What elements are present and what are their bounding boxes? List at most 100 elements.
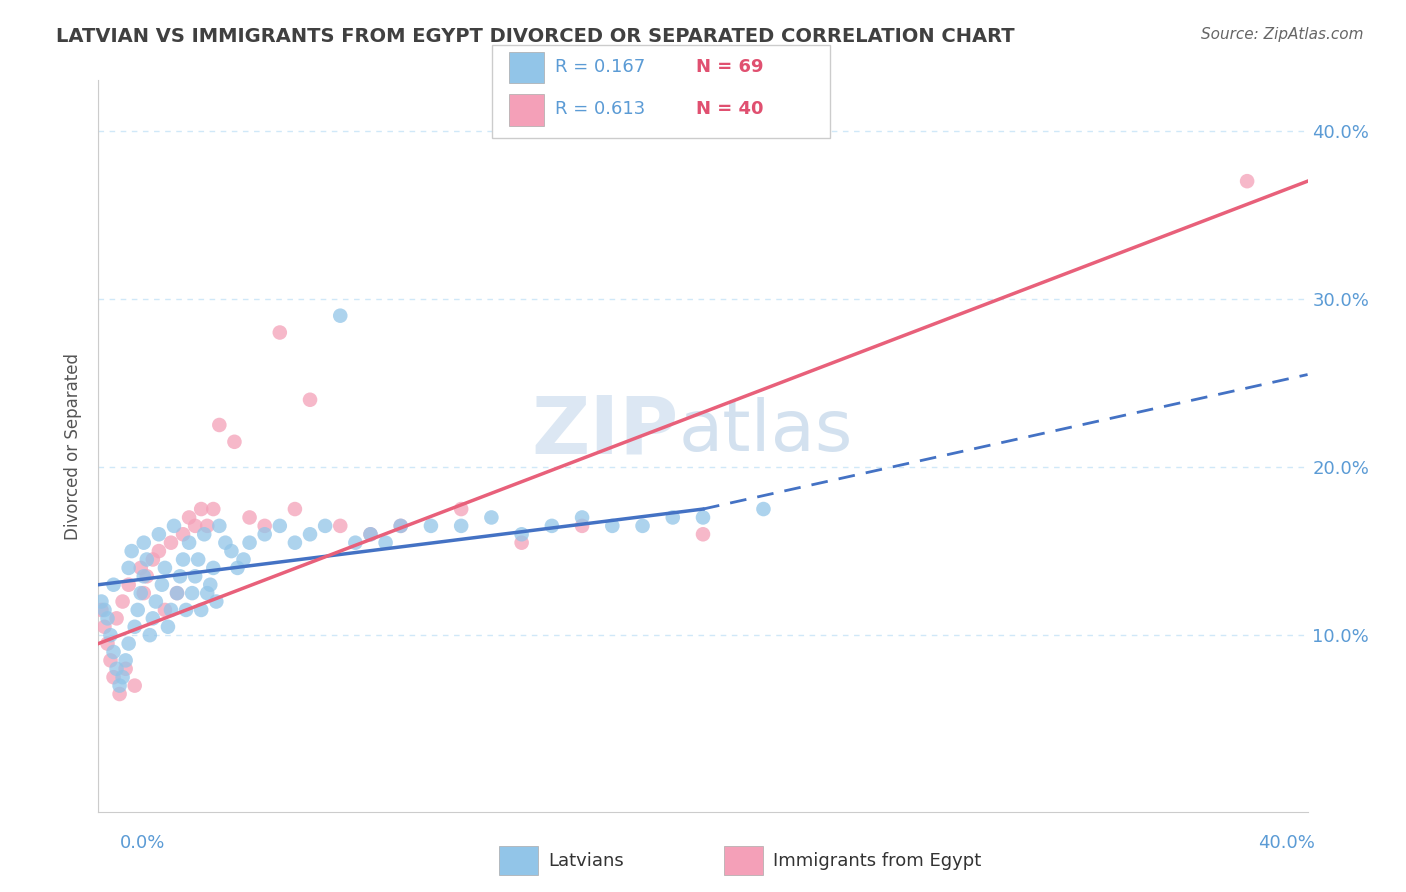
Text: LATVIAN VS IMMIGRANTS FROM EGYPT DIVORCED OR SEPARATED CORRELATION CHART: LATVIAN VS IMMIGRANTS FROM EGYPT DIVORCE… <box>56 27 1015 45</box>
Point <box>450 519 472 533</box>
Point <box>184 519 207 533</box>
Point <box>184 569 207 583</box>
Text: 0.0%: 0.0% <box>120 834 165 852</box>
Point <box>193 527 215 541</box>
Point <box>420 519 443 533</box>
Point <box>214 535 236 549</box>
Point <box>135 569 157 583</box>
Point <box>150 578 173 592</box>
Point <box>190 603 212 617</box>
Point <box>202 502 225 516</box>
Text: R = 0.167: R = 0.167 <box>555 58 645 77</box>
Point <box>269 519 291 533</box>
Point <box>160 603 183 617</box>
Point <box>208 417 231 432</box>
Point <box>172 527 194 541</box>
Point <box>1236 174 1258 188</box>
Point <box>105 611 128 625</box>
Point <box>571 510 593 524</box>
Point <box>90 603 112 617</box>
Point <box>314 519 336 533</box>
Point <box>450 502 472 516</box>
Point <box>111 594 134 608</box>
Point <box>602 519 624 533</box>
Text: Source: ZipAtlas.com: Source: ZipAtlas.com <box>1201 27 1364 42</box>
Point <box>90 594 112 608</box>
Point <box>129 586 152 600</box>
Point <box>540 519 562 533</box>
Point <box>253 519 276 533</box>
Point <box>360 527 382 541</box>
Point <box>124 679 146 693</box>
Point <box>169 569 191 583</box>
Point <box>344 535 367 549</box>
Point <box>103 578 125 592</box>
Point <box>148 527 170 541</box>
Point <box>232 552 254 566</box>
Point <box>105 662 128 676</box>
Point <box>752 502 775 516</box>
Point <box>93 620 115 634</box>
Point <box>100 628 122 642</box>
Point <box>239 535 262 549</box>
Point <box>571 519 593 533</box>
Point <box>160 535 183 549</box>
Point <box>661 510 683 524</box>
Point <box>114 653 136 667</box>
Point <box>181 586 204 600</box>
Point <box>135 552 157 566</box>
Text: N = 40: N = 40 <box>696 101 763 119</box>
Point <box>124 620 146 634</box>
Point <box>284 502 307 516</box>
Point <box>200 578 222 592</box>
Point <box>132 535 155 549</box>
Point <box>179 535 201 549</box>
Point <box>148 544 170 558</box>
Point <box>202 561 225 575</box>
Point <box>163 519 186 533</box>
Point <box>118 561 141 575</box>
Point <box>153 561 176 575</box>
Point <box>96 636 118 650</box>
Point <box>389 519 412 533</box>
Point <box>166 586 188 600</box>
Point <box>153 603 176 617</box>
Point <box>139 628 162 642</box>
Point <box>208 519 231 533</box>
Point <box>329 309 352 323</box>
Point <box>205 594 228 608</box>
Point <box>103 645 125 659</box>
Point <box>114 662 136 676</box>
Point <box>299 392 322 407</box>
Point <box>174 603 197 617</box>
Point <box>226 561 249 575</box>
Point <box>132 569 155 583</box>
Point <box>142 552 165 566</box>
Text: 40.0%: 40.0% <box>1258 834 1315 852</box>
Point <box>111 670 134 684</box>
Point <box>329 519 352 533</box>
Point <box>190 502 212 516</box>
Point <box>269 326 291 340</box>
Point <box>299 527 322 541</box>
Point <box>129 561 152 575</box>
Point <box>692 527 714 541</box>
Point <box>156 620 179 634</box>
Point <box>132 586 155 600</box>
Point <box>692 510 714 524</box>
Point <box>510 535 533 549</box>
Text: N = 69: N = 69 <box>696 58 763 77</box>
Point <box>121 544 143 558</box>
Point <box>221 544 243 558</box>
Point <box>172 552 194 566</box>
Y-axis label: Divorced or Separated: Divorced or Separated <box>65 352 83 540</box>
Point <box>195 519 218 533</box>
Point <box>108 679 131 693</box>
Point <box>195 586 218 600</box>
Point <box>166 586 188 600</box>
Point <box>142 611 165 625</box>
Point <box>118 636 141 650</box>
Point <box>253 527 276 541</box>
Point <box>187 552 209 566</box>
Point <box>224 434 246 449</box>
